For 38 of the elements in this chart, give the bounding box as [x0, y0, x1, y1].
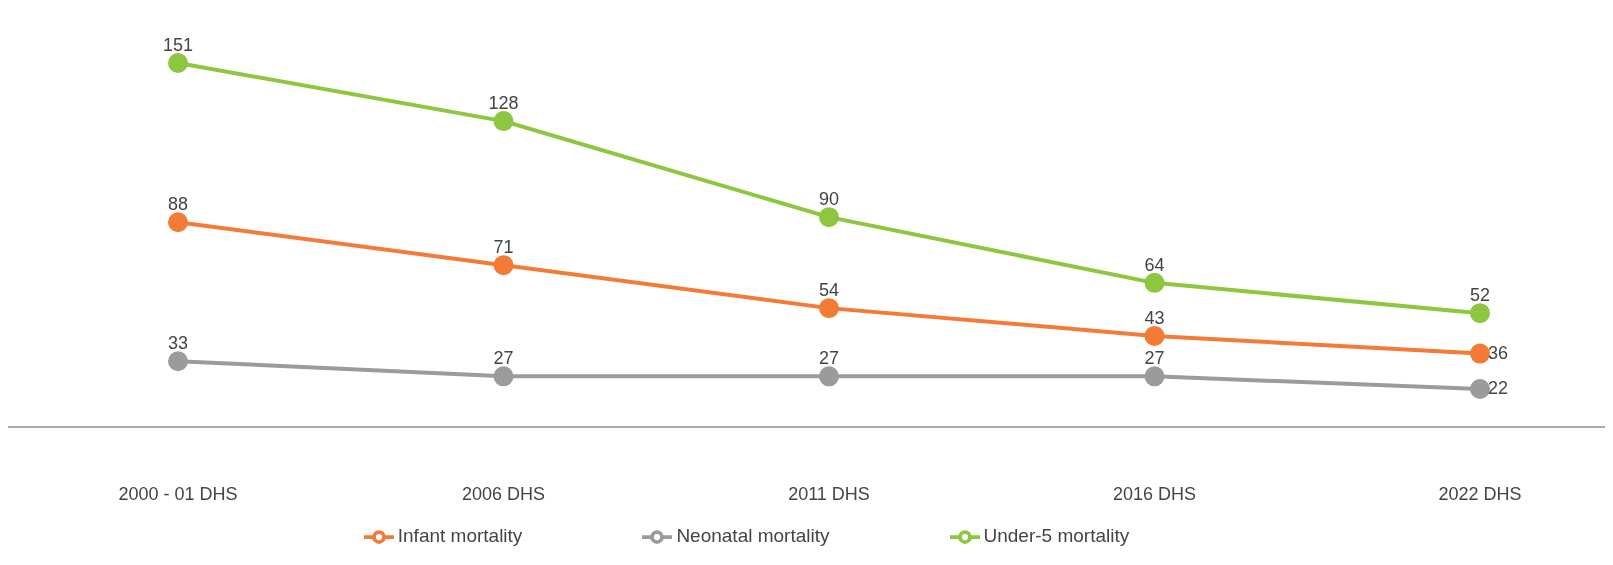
data-label: 22: [1488, 378, 1509, 398]
data-label: 90: [818, 189, 840, 210]
x-tick-label: 2022 DHS: [1438, 483, 1522, 504]
legend-label: Infant mortality: [397, 525, 523, 547]
data-label: 71: [493, 237, 514, 258]
data-label: 27: [818, 348, 840, 369]
point: [1470, 343, 1490, 364]
legend-label: Under-5 mortality: [983, 525, 1130, 547]
x-tick-label: 2011 DHS: [788, 483, 870, 504]
data-label: 54: [818, 280, 840, 301]
point: [168, 53, 188, 73]
point: [493, 255, 514, 276]
data-label: 64: [1144, 254, 1165, 275]
point: [1144, 325, 1165, 346]
data-label: 36: [1488, 342, 1509, 363]
point: [168, 351, 188, 372]
data-label: 88: [167, 194, 189, 215]
point: [819, 366, 839, 387]
point: [168, 212, 188, 233]
point: [1144, 272, 1165, 293]
point: [1144, 366, 1165, 387]
data-label: 52: [1469, 285, 1491, 306]
data-label: 151: [162, 35, 194, 55]
point: [819, 298, 839, 319]
legend-label: Neonatal mortality: [676, 525, 830, 547]
data-label: 27: [1144, 348, 1165, 369]
x-tick-label: 2006 DHS: [461, 483, 546, 504]
x-tick-label: 2016 DHS: [1112, 483, 1197, 504]
data-label: 27: [493, 348, 514, 369]
data-label: 128: [488, 93, 519, 114]
data-label: 43: [1144, 307, 1165, 328]
point: [819, 207, 839, 228]
x-tick-label: 2000 - 01 DHS: [118, 483, 238, 504]
point: [1470, 379, 1490, 399]
point: [493, 111, 514, 132]
point: [1470, 303, 1490, 324]
point: [493, 366, 514, 387]
data-label: 33: [167, 333, 189, 354]
